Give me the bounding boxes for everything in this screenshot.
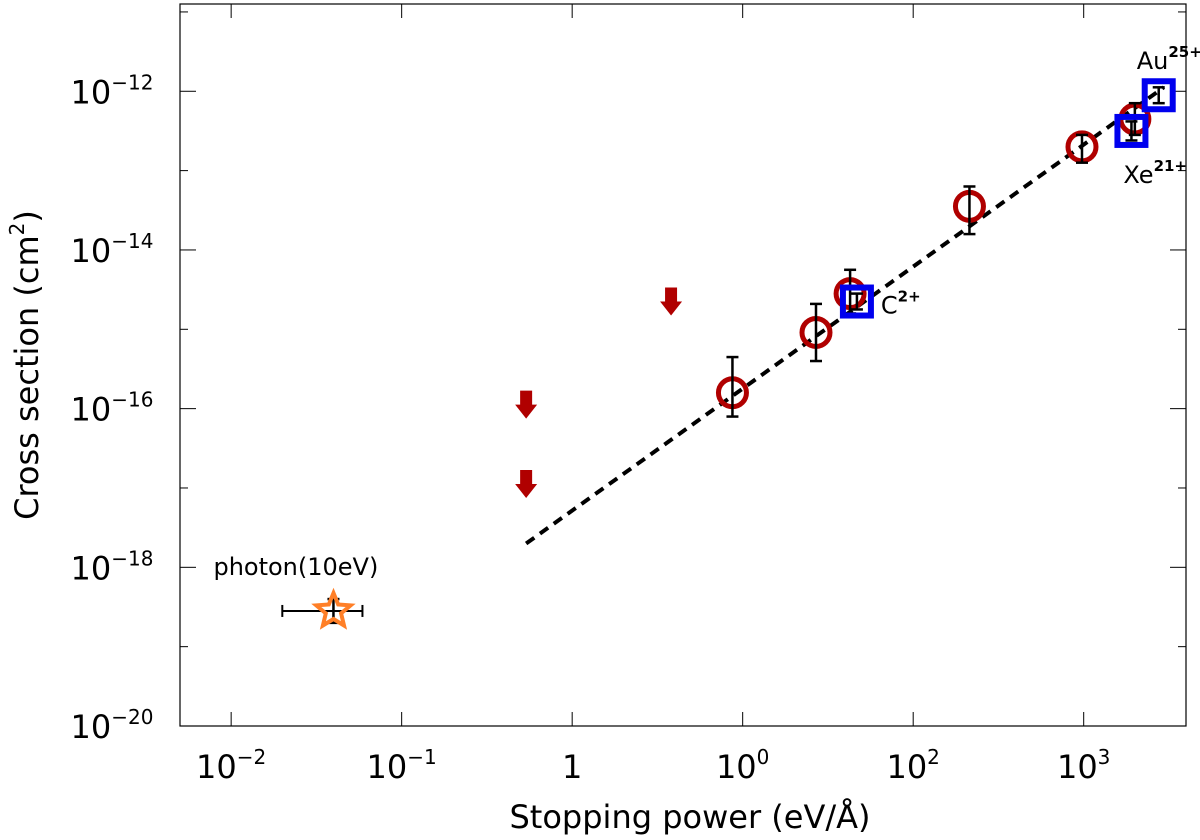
square-marker [1114, 113, 1149, 148]
x-tick-label: 10−1 [367, 745, 437, 786]
label-xe21plus-sup: 21+ [1154, 157, 1187, 175]
label-c2plus-sup: 2+ [898, 288, 921, 306]
x-tick-label-exp: 2 [927, 745, 940, 769]
y-tick-label-exp: −14 [111, 229, 153, 253]
y-tick-label-base: 10 [71, 73, 112, 111]
x-tick-label-exp: −2 [237, 745, 266, 769]
plot-frame [179, 3, 1187, 727]
y-tick-label-exp: −16 [111, 388, 153, 412]
y-tick-label: 10−20 [71, 705, 154, 746]
label-xe21plus: Xe21+ [1123, 157, 1187, 189]
label-xe21plus-base: Xe [1123, 161, 1153, 189]
x-tick-label-base: 10 [1057, 748, 1098, 786]
x-tick-label-base: 10 [367, 748, 408, 786]
y-axis-title-main: Cross section (cm [8, 235, 46, 520]
star-marker [311, 587, 356, 630]
y-tick-label: 10−12 [71, 70, 154, 111]
y-tick-label-base: 10 [71, 549, 112, 587]
x-tick-label-exp: −1 [407, 745, 436, 769]
x-tick-label: 102 [886, 745, 939, 786]
label-au25plus: Au25+ [1137, 43, 1200, 75]
x-tick-label-base: 10 [196, 748, 237, 786]
x-tick-label-exp: 0 [757, 745, 770, 769]
x-tick-label-base: 10 [716, 748, 757, 786]
ticks-layer [180, 4, 1186, 727]
plot-frame-group [179, 3, 1187, 727]
y-tick-label-exp: −20 [111, 705, 153, 729]
x-axis-title: Stopping power (eV/Å) [509, 798, 870, 836]
x-tick-label: 100 [716, 745, 769, 786]
y-tick-label-base: 10 [71, 391, 112, 429]
y-axis-title-sup: 2 [5, 223, 29, 236]
y-tick-label: 10−14 [71, 229, 154, 270]
labels-layer: 10−2 10−1 1 100 102 10310−1210−1410−1610−1810… [71, 43, 1200, 786]
marks-layer [281, 78, 1176, 630]
label-c2plus: C2+ [881, 288, 921, 320]
y-tick-label-base: 10 [71, 708, 112, 746]
x-tick-label-base: 1 [562, 748, 582, 786]
upper-limit-arrow [660, 287, 683, 316]
y-tick-label: 10−18 [71, 546, 154, 587]
square-marker [839, 284, 874, 319]
label-au25plus-sup: 25+ [1168, 43, 1200, 61]
y-tick-label: 10−16 [71, 388, 154, 429]
y-tick-label-exp: −18 [111, 546, 153, 570]
x-tick-label-exp: 3 [1098, 745, 1111, 769]
x-tick-label-base: 10 [886, 748, 927, 786]
label-photon: photon(10eV) [213, 553, 378, 581]
x-tick-label: 10−2 [196, 745, 266, 786]
label-c2plus-base: C [881, 292, 898, 320]
upper-limit-arrow [515, 469, 538, 498]
upper-limit-arrow [515, 390, 538, 419]
x-tick-label: 103 [1057, 745, 1110, 786]
square-marker [1141, 78, 1176, 113]
y-tick-label-exp: −12 [111, 70, 153, 94]
y-tick-label-base: 10 [71, 232, 112, 270]
y-axis-title-close: ) [8, 210, 46, 222]
y-axis-title: Cross section (cm2) [5, 210, 46, 520]
x-tick-label: 1 [562, 748, 582, 786]
label-au25plus-base: Au [1137, 47, 1169, 75]
